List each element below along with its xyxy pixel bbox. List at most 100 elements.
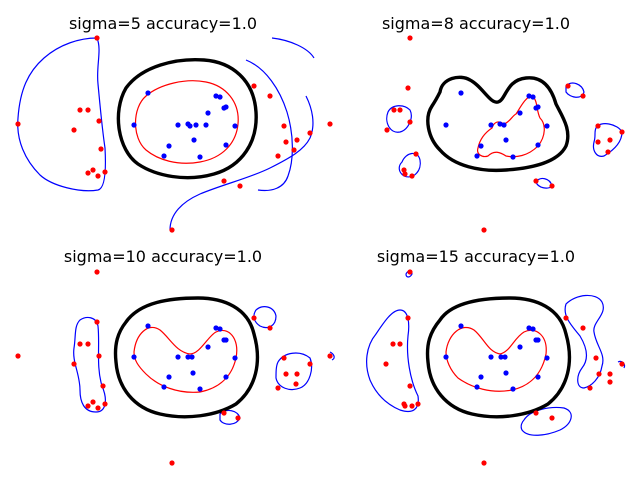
data-point [535, 104, 541, 110]
panel-2-outer-contour [398, 152, 421, 178]
data-point [530, 326, 536, 332]
data-point [190, 370, 196, 376]
data-point [498, 354, 504, 360]
data-point [397, 341, 403, 347]
data-point [549, 415, 555, 421]
data-point [535, 337, 541, 343]
panel-1: sigma=5 accuracy=1.0 [15, 14, 333, 233]
data-point [478, 143, 484, 149]
data-point [95, 405, 101, 411]
panel-1-inner-contour [135, 80, 239, 164]
data-point [85, 341, 91, 347]
data-point [283, 139, 289, 145]
data-point [502, 354, 508, 360]
data-point [497, 121, 503, 127]
data-point [205, 344, 211, 350]
data-point [90, 167, 96, 173]
data-point [533, 178, 539, 184]
data-point [407, 269, 413, 275]
data-point [605, 149, 611, 155]
data-point [187, 123, 193, 129]
data-point [307, 361, 313, 367]
data-point [293, 381, 299, 387]
data-point [161, 153, 167, 159]
data-point [535, 142, 541, 148]
data-point [544, 355, 550, 361]
data-point [85, 403, 91, 409]
panel-4-outer-contour [564, 294, 604, 389]
panel-1-true-boundary [116, 58, 258, 180]
data-point [169, 460, 175, 466]
data-point [102, 401, 108, 407]
data-point [197, 386, 203, 392]
panel-3-outer-contour [329, 351, 335, 361]
data-point [267, 93, 273, 99]
data-point [405, 85, 411, 91]
panel-1-outer-contour [169, 95, 314, 231]
data-point [175, 122, 181, 128]
data-point [607, 137, 613, 143]
data-point [267, 325, 273, 331]
data-point [275, 385, 281, 391]
data-point [587, 385, 593, 391]
panel-4-title: sigma=15 accuracy=1.0 [377, 247, 575, 266]
data-point [397, 107, 403, 113]
data-point [94, 35, 100, 41]
panel-1-outer-contour [245, 59, 293, 192]
panel-4-outer-contour [366, 309, 419, 413]
data-point [443, 354, 449, 360]
data-point [474, 153, 480, 159]
data-point [213, 325, 219, 331]
data-point [71, 127, 77, 133]
data-point [235, 415, 241, 421]
data-point [281, 123, 287, 129]
data-point [145, 90, 151, 96]
data-point [478, 374, 484, 380]
data-point [517, 110, 523, 116]
data-point [619, 129, 625, 135]
panel-4-inner-contour [445, 326, 547, 392]
data-point [221, 410, 227, 416]
panel-2-blue-points [443, 90, 550, 160]
data-point [161, 384, 167, 390]
panel-3-blue-points [131, 323, 238, 392]
panel-2-outer-contour [565, 82, 585, 98]
data-point [619, 361, 625, 367]
data-point [131, 354, 137, 360]
data-point [191, 137, 197, 143]
data-point [232, 123, 238, 129]
data-point [71, 361, 77, 367]
data-point [15, 121, 21, 127]
data-point [145, 323, 151, 329]
data-point [526, 93, 532, 99]
data-point [402, 171, 408, 177]
data-point [166, 143, 172, 149]
data-point [327, 121, 333, 127]
data-point [391, 107, 397, 113]
data-point [217, 326, 223, 332]
data-point [15, 353, 21, 359]
data-point [510, 386, 516, 392]
data-point [197, 154, 203, 160]
data-point [166, 374, 172, 380]
data-point [503, 137, 509, 143]
data-point [223, 337, 229, 343]
data-point [443, 122, 449, 128]
data-point [283, 371, 289, 377]
data-point [405, 315, 411, 321]
data-point [205, 110, 211, 116]
panel-1-outer-contour [17, 37, 107, 192]
data-point [85, 107, 91, 113]
data-point [251, 83, 257, 89]
data-point [96, 118, 102, 124]
data-point [580, 325, 586, 331]
data-point [223, 374, 229, 380]
data-point [533, 410, 539, 416]
panel-3: sigma=10 accuracy=1.0 [15, 247, 335, 466]
panel-3-title: sigma=10 accuracy=1.0 [64, 247, 262, 266]
data-point [407, 35, 413, 41]
data-point [275, 153, 281, 159]
data-point [458, 323, 464, 329]
data-point [544, 123, 550, 129]
